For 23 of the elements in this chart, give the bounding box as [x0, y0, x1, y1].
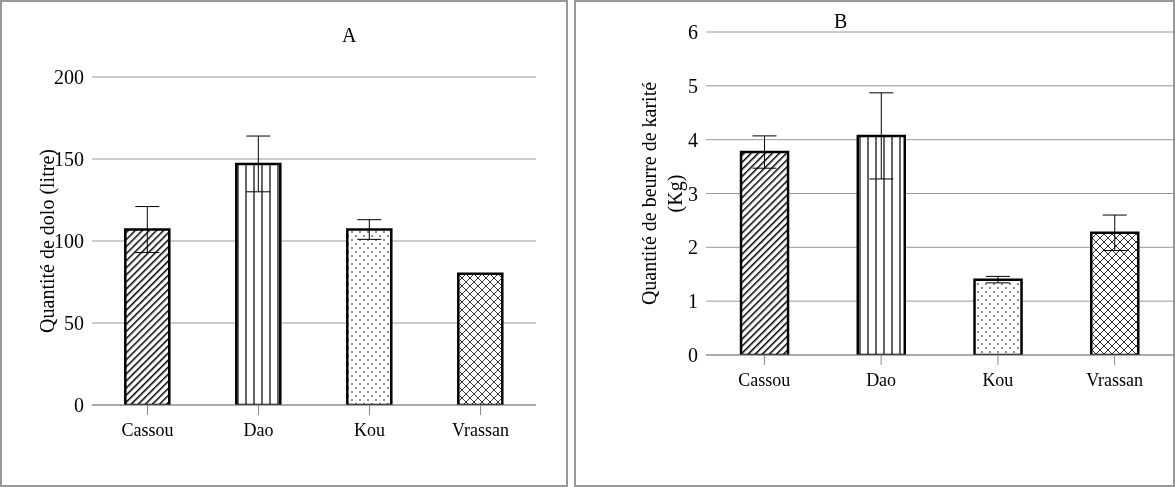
y-tick-label: 4	[688, 128, 698, 151]
y-tick-label: 3	[688, 182, 698, 205]
x-tick-label: Kou	[354, 419, 385, 440]
x-tick-label: Cassou	[738, 369, 791, 390]
bar	[973, 278, 1023, 355]
y-tick-label: 0	[74, 394, 84, 417]
x-tick-label: Vrassan	[1086, 369, 1144, 390]
chart-title: B	[834, 10, 848, 33]
y-tick-label: 6	[688, 21, 698, 44]
x-tick-label: Dao	[866, 369, 897, 390]
y-tick-label: 50	[64, 312, 84, 335]
y-tick-label: 1	[688, 290, 698, 313]
y-tick-label: 0	[688, 344, 698, 367]
x-tick-label: Dao	[243, 419, 274, 440]
x-tick-label: Kou	[982, 369, 1014, 390]
y-axis-title: Quantité de beurre de karité (Kg)	[638, 81, 687, 306]
bar	[457, 272, 504, 405]
y-tick-label: 5	[688, 74, 698, 97]
x-tick-label: Cassou	[121, 419, 174, 440]
y-tick-label: 2	[688, 236, 698, 259]
y-tick-label: 200	[54, 66, 84, 89]
x-tick-label: Vrassan	[452, 419, 509, 440]
chart-title: A	[342, 24, 357, 47]
